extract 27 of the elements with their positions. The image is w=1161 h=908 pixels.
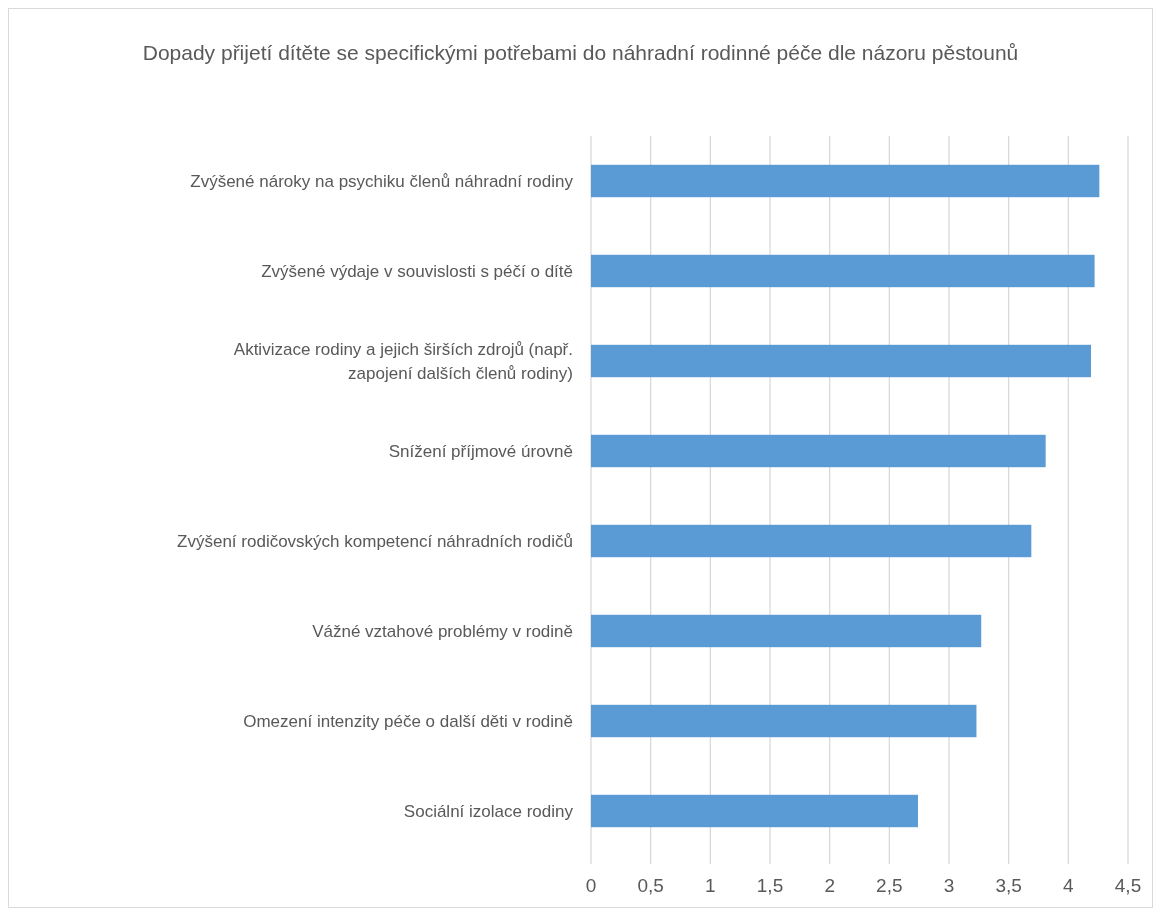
- y-tick-label: Zvýšené výdaje v souvislosti s péčí o dítě: [261, 262, 573, 281]
- x-tick-label: 4: [1063, 875, 1075, 896]
- bar: [591, 704, 977, 738]
- chart-title: Dopady přijetí dítěte se specifickými potřebami do náhradní rodinné péče dle názoru pěstounů: [142, 41, 1019, 64]
- x-tick-label: 1,5: [756, 875, 784, 896]
- y-tick-label: Snížení příjmové úrovně: [388, 442, 573, 461]
- y-tick-label: Sociální izolace rodiny: [403, 802, 574, 821]
- bar: [591, 794, 918, 828]
- y-tick-label: Zvýšené nároky na psychiku členů náhradní rodiny: [190, 172, 574, 191]
- x-tick-label: 2: [824, 875, 835, 896]
- bar: [591, 434, 1046, 468]
- bar: [591, 164, 1100, 198]
- x-tick-label: 4,5: [1114, 875, 1142, 896]
- y-tick-label: Vážné vztahové problémy v rodině: [312, 622, 573, 641]
- y-tick-label: Zvýšení rodičovských kompetencí náhradních rodičů: [177, 532, 573, 551]
- x-tick-label: 0,5: [637, 875, 664, 896]
- x-tick-label: 3,5: [995, 875, 1022, 896]
- y-tick-label: Omezení intenzity péče o další děti v rodině: [243, 712, 573, 731]
- bar: [591, 614, 982, 648]
- x-tick-label: 1: [705, 875, 716, 896]
- bar: [591, 254, 1095, 288]
- y-tick-label: Aktivizace rodiny a jejich širších zdrojů (např. zapojení dalších členů rodiny): [233, 340, 573, 383]
- x-tick-label: 2,5: [876, 875, 903, 896]
- bar: [591, 344, 1092, 378]
- x-tick-label: 0: [585, 875, 597, 896]
- bar: [591, 524, 1032, 558]
- x-tick-label: 3: [943, 875, 955, 896]
